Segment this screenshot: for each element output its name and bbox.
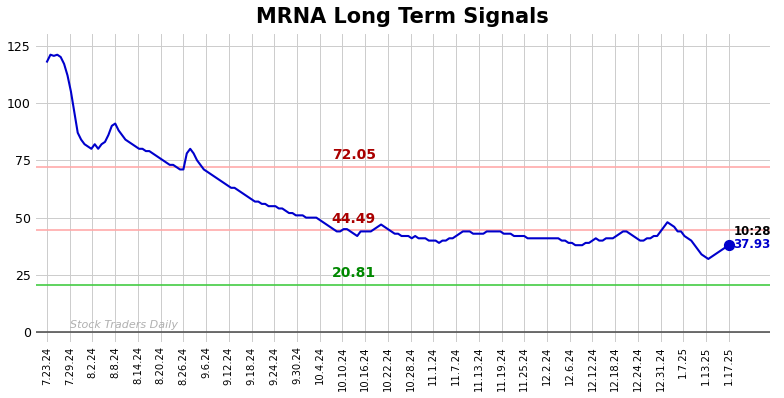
Text: 72.05: 72.05 — [332, 148, 376, 162]
Text: 10:28: 10:28 — [733, 225, 771, 238]
Point — [723, 242, 735, 248]
Text: 37.93: 37.93 — [733, 238, 771, 251]
Title: MRNA Long Term Signals: MRNA Long Term Signals — [256, 7, 549, 27]
Text: 20.81: 20.81 — [332, 266, 376, 280]
Text: Stock Traders Daily: Stock Traders Daily — [70, 320, 178, 330]
Text: 44.49: 44.49 — [332, 212, 376, 226]
